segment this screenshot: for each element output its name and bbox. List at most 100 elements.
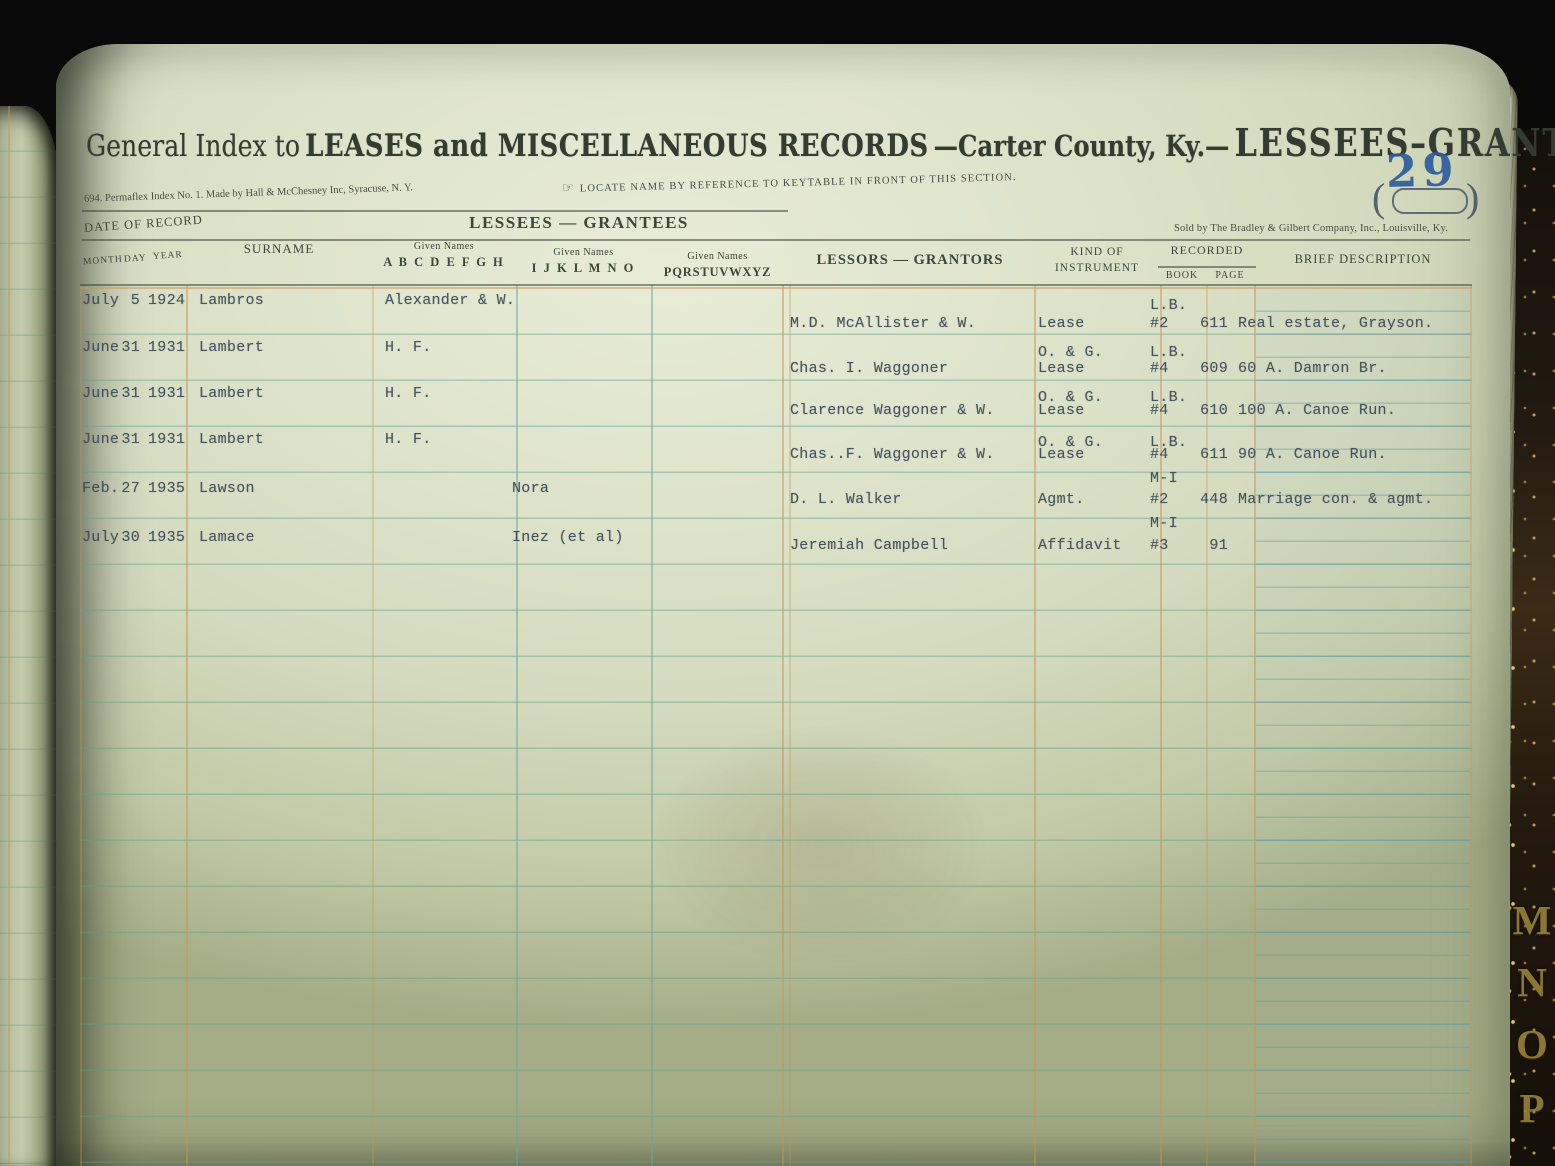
cell-lessor: Jeremiah Campbell bbox=[790, 537, 949, 554]
cell-year: 1924 bbox=[148, 292, 186, 309]
cell-given-ah: H. F. bbox=[385, 431, 432, 448]
cell-description: 60 A. Damron Br. bbox=[1238, 360, 1387, 377]
cell-year: 1931 bbox=[148, 385, 186, 402]
cell-book-top: L.B. bbox=[1150, 434, 1188, 451]
pointing-hand-icon: ☞ bbox=[561, 180, 576, 196]
cell-book: #4 bbox=[1150, 446, 1169, 463]
page-number-bracket-box bbox=[1392, 188, 1468, 214]
title-leases-misc-records: LEASES and MISCELLANEOUS RECORDS bbox=[305, 128, 929, 164]
cell-month: June bbox=[82, 385, 120, 402]
cell-month: Feb. bbox=[82, 480, 120, 497]
book-edge-tab-letter-m: M bbox=[1512, 897, 1552, 943]
recorded-underline bbox=[1158, 266, 1256, 268]
header-mid-rule bbox=[82, 239, 1470, 241]
header-instrument: INSTRUMENT bbox=[1054, 262, 1140, 274]
header-bottom-rule-orange bbox=[80, 287, 1472, 289]
title-county: —Carter County, Ky.— bbox=[933, 129, 1230, 163]
header-surname: SURNAME bbox=[243, 241, 315, 256]
column-rule-after-given-pz-2 bbox=[789, 285, 791, 1166]
cell-surname: Lawson bbox=[199, 480, 255, 497]
cell-description: Marriage con. & agmt. bbox=[1238, 491, 1434, 508]
cell-book: #2 bbox=[1150, 491, 1169, 508]
cell-day: 31 bbox=[121, 339, 140, 356]
cell-kind: Lease bbox=[1038, 315, 1085, 332]
cell-kind: Lease bbox=[1038, 446, 1085, 463]
column-rule-right-margin bbox=[1470, 285, 1472, 1166]
header-bottom-rule bbox=[80, 284, 1472, 286]
title-lessees-grantees: LESSEES–GRANTEES bbox=[1234, 120, 1555, 165]
cell-lessor: M.D. McAllister & W. bbox=[790, 315, 977, 332]
header-given-names-2: Given Names bbox=[553, 247, 614, 258]
cell-lessor: Clarence Waggoner & W. bbox=[790, 402, 995, 419]
cell-page: 610 bbox=[1200, 402, 1228, 419]
cell-lessor: D. L. Walker bbox=[790, 491, 902, 508]
cell-surname: Lambert bbox=[199, 385, 265, 402]
column-rule-after-surname bbox=[372, 285, 374, 1166]
cell-given-io: Nora bbox=[512, 480, 550, 497]
cell-description: Real estate, Grayson. bbox=[1238, 315, 1434, 332]
brief-description-ruling bbox=[1256, 289, 1470, 1166]
column-rule-after-kind bbox=[1160, 285, 1162, 1166]
cell-book: #4 bbox=[1150, 402, 1169, 419]
column-rule-left-margin bbox=[80, 285, 82, 1166]
header-given-pz: PQRSTUVWXYZ bbox=[663, 265, 772, 279]
cell-page: 91 bbox=[1209, 537, 1228, 554]
header-lessors-grantors: LESSORS — GRANTORS bbox=[816, 252, 1004, 268]
cell-book-top: L.B. bbox=[1150, 389, 1188, 406]
cell-description: 90 A. Canoe Run. bbox=[1238, 446, 1387, 463]
paper-smudge bbox=[655, 728, 985, 963]
cell-given-io: Inez (et al) bbox=[512, 529, 624, 546]
cell-surname: Lambert bbox=[199, 339, 265, 356]
cell-kind: Lease bbox=[1038, 402, 1085, 419]
header-recorded: RECORDED bbox=[1170, 243, 1244, 257]
header-top-rule bbox=[82, 210, 788, 212]
cell-kind: Agmt. bbox=[1038, 491, 1085, 508]
seller-note: Sold by The Bradley & Gilbert Company, I… bbox=[1174, 223, 1449, 234]
cell-given-ah: H. F. bbox=[385, 385, 432, 402]
cell-month: July bbox=[82, 529, 120, 546]
column-rule-book-page bbox=[1206, 285, 1208, 1166]
cell-day: 30 bbox=[121, 529, 140, 546]
cell-year: 1931 bbox=[148, 339, 186, 356]
column-rule-after-lessors bbox=[1034, 285, 1036, 1166]
column-rule-after-given-ah bbox=[516, 285, 518, 1166]
cell-page: 448 bbox=[1200, 491, 1228, 508]
cell-year: 1931 bbox=[148, 431, 186, 448]
cell-day: 5 bbox=[130, 292, 140, 309]
cell-page: 611 bbox=[1200, 315, 1228, 332]
cell-surname: Lamace bbox=[199, 529, 255, 546]
cell-page: 611 bbox=[1200, 446, 1228, 463]
cell-kind-top: O. & G. bbox=[1038, 344, 1104, 361]
header-given-ah: A B C D E F G H bbox=[383, 255, 505, 269]
cell-book: #3 bbox=[1150, 537, 1169, 554]
cell-year: 1935 bbox=[148, 529, 186, 546]
cell-description: 100 A. Canoe Run. bbox=[1238, 402, 1397, 419]
cell-book-top: M-I bbox=[1150, 470, 1178, 487]
cell-kind-top: O. & G. bbox=[1038, 434, 1104, 451]
horizontal-ruling bbox=[80, 289, 1472, 1166]
header-kind-of: KIND OF bbox=[1070, 246, 1124, 258]
header-page: PAGE bbox=[1215, 270, 1245, 281]
cell-kind-top: O. & G. bbox=[1038, 389, 1104, 406]
header-brief-description: BRIEF DESCRIPTION bbox=[1294, 252, 1432, 266]
column-rule-after-date bbox=[186, 285, 188, 1166]
facing-page-margin-rule bbox=[8, 106, 10, 1166]
cell-lessor: Chas. I. Waggoner bbox=[790, 360, 949, 377]
column-rule-after-given-pz bbox=[782, 285, 784, 1166]
book-edge-tab-letter-o: O bbox=[1516, 1021, 1548, 1067]
cell-month: June bbox=[82, 431, 120, 448]
cell-given-ah: Alexander & W. bbox=[385, 292, 516, 309]
cell-year: 1935 bbox=[148, 480, 186, 497]
bracket-close: ) bbox=[1466, 175, 1480, 220]
header-given-names-3: Given Names bbox=[687, 251, 748, 262]
cell-kind: Affidavit bbox=[1038, 537, 1122, 554]
header-given-io: I J K L M N O bbox=[531, 261, 636, 275]
cell-given-ah: H. F. bbox=[385, 339, 432, 356]
header-lessees-grantees: LESSEES — GRANTEES bbox=[469, 213, 689, 232]
cell-month: July bbox=[82, 292, 120, 309]
cell-surname: Lambert bbox=[199, 431, 265, 448]
cell-day: 27 bbox=[121, 480, 140, 497]
book-edge-tab-letter-n: N bbox=[1517, 959, 1547, 1005]
cell-book: #4 bbox=[1150, 360, 1169, 377]
